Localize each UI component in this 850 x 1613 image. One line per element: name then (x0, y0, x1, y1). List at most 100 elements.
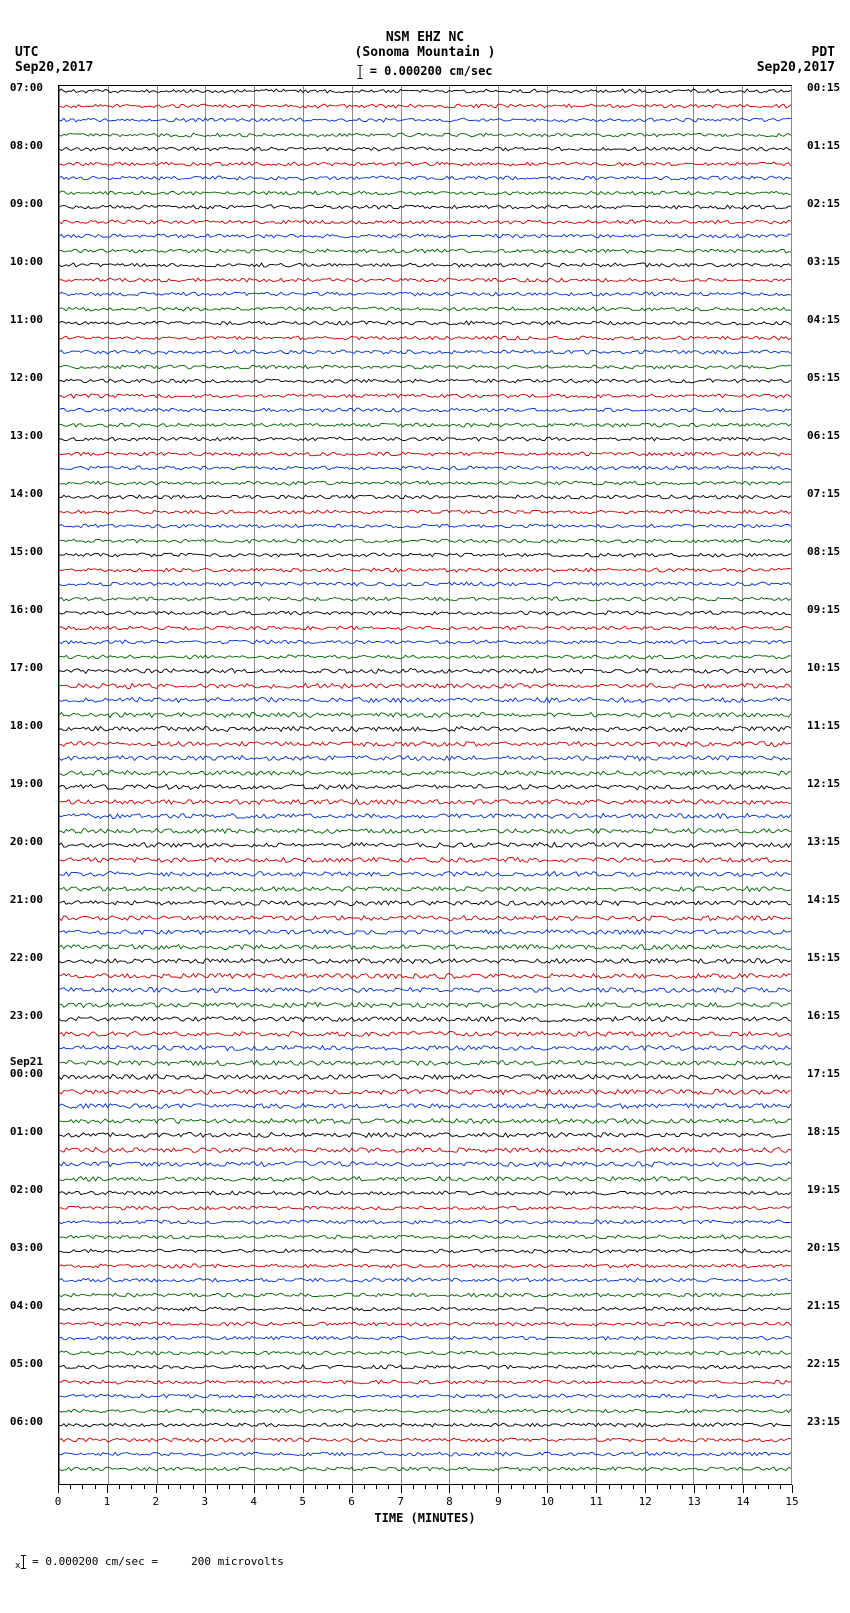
seismic-trace (59, 551, 791, 559)
left-time-label: 12:00 (10, 371, 43, 384)
seismic-trace (59, 1175, 791, 1183)
xtick-label: 5 (299, 1495, 306, 1508)
xtick-minor (339, 1485, 340, 1489)
right-time-label: 21:15 (807, 1299, 840, 1312)
right-time-label: 10:15 (807, 661, 840, 674)
xtick-minor (131, 1485, 132, 1489)
seismic-trace (59, 406, 791, 414)
tz-left: UTC (15, 45, 93, 60)
xtick-minor (168, 1485, 169, 1489)
xtick-label: 2 (153, 1495, 160, 1508)
right-time-label: 14:15 (807, 893, 840, 906)
right-time-label: 18:15 (807, 1125, 840, 1138)
seismic-trace (59, 1247, 791, 1255)
xtick-major (498, 1485, 499, 1493)
seismic-trace (59, 885, 791, 893)
right-time-label: 11:15 (807, 719, 840, 732)
xtick-major (254, 1485, 255, 1493)
left-time-label: 16:00 (10, 603, 43, 616)
right-time-label: 20:15 (807, 1241, 840, 1254)
seismic-trace (59, 1291, 791, 1299)
seismic-trace (59, 595, 791, 603)
header-left: UTC Sep20,2017 (15, 45, 93, 75)
date-left: Sep20,2017 (15, 60, 93, 75)
xtick-label: 0 (55, 1495, 62, 1508)
left-time-label: 18:00 (10, 719, 43, 732)
right-time-label: 08:15 (807, 545, 840, 558)
seismic-trace (59, 928, 791, 936)
right-time-label: 17:15 (807, 1067, 840, 1080)
vgrid-line (645, 86, 646, 1484)
right-time-label: 01:15 (807, 139, 840, 152)
xtick-minor (621, 1485, 622, 1489)
header-right: PDT Sep20,2017 (757, 45, 835, 75)
xtick-minor (719, 1485, 720, 1489)
header-center: NSM EHZ NC (Sonoma Mountain ) = 0.000200… (355, 30, 496, 79)
seismic-trace (59, 174, 791, 182)
seismic-trace (59, 145, 791, 153)
xtick-major (401, 1485, 402, 1493)
xtick-minor (278, 1485, 279, 1489)
right-time-labels: 00:1501:1502:1503:1504:1505:1506:1507:15… (805, 82, 850, 1482)
xtick-minor (535, 1485, 536, 1489)
header: UTC Sep20,2017 NSM EHZ NC (Sonoma Mounta… (10, 10, 840, 85)
seismic-trace (59, 899, 791, 907)
seismic-trace (59, 1117, 791, 1125)
vgrid-line (401, 86, 402, 1484)
seismic-trace (59, 363, 791, 371)
right-time-label: 12:15 (807, 777, 840, 790)
seismic-trace (59, 580, 791, 588)
xtick-minor (119, 1485, 120, 1489)
right-time-label: 04:15 (807, 313, 840, 326)
seismic-trace (59, 841, 791, 849)
vgrid-line (596, 86, 597, 1484)
xtick-label: 7 (397, 1495, 404, 1508)
seismic-trace (59, 102, 791, 110)
seismic-trace (59, 812, 791, 820)
seismic-trace (59, 798, 791, 806)
xtick-minor (315, 1485, 316, 1489)
xtick-minor (437, 1485, 438, 1489)
footer-scale-bar-icon (23, 1555, 24, 1569)
seismic-trace (59, 1160, 791, 1168)
vgrid-line (498, 86, 499, 1484)
seismic-trace (59, 1059, 791, 1067)
xtick-minor (511, 1485, 512, 1489)
right-time-label: 16:15 (807, 1009, 840, 1022)
seismogram-container: UTC Sep20,2017 NSM EHZ NC (Sonoma Mounta… (0, 0, 850, 1581)
xtick-minor (144, 1485, 145, 1489)
seismic-trace (59, 1030, 791, 1038)
seismic-trace (59, 827, 791, 835)
seismic-trace (59, 972, 791, 980)
xtick-major (352, 1485, 353, 1493)
xtick-minor (670, 1485, 671, 1489)
xtick-minor (486, 1485, 487, 1489)
vgrid-line (254, 86, 255, 1484)
right-time-label: 09:15 (807, 603, 840, 616)
seismic-trace (59, 276, 791, 284)
xtick-minor (755, 1485, 756, 1489)
left-time-label: 06:00 (10, 1415, 43, 1428)
right-time-label: 03:15 (807, 255, 840, 268)
date-right: Sep20,2017 (757, 60, 835, 75)
seismic-trace (59, 986, 791, 994)
seismic-trace (59, 653, 791, 661)
xtick-label: 9 (495, 1495, 502, 1508)
vgrid-line (205, 86, 206, 1484)
xtick-label: 3 (201, 1495, 208, 1508)
seismic-trace (59, 1015, 791, 1023)
seismic-trace (59, 638, 791, 646)
xtick-minor (364, 1485, 365, 1489)
x-axis-label: TIME (MINUTES) (374, 1511, 475, 1525)
seismic-trace (59, 740, 791, 748)
xtick-minor (413, 1485, 414, 1489)
scale-indicator: = 0.000200 cm/sec (355, 64, 496, 79)
plot-area (58, 85, 792, 1485)
xtick-minor (609, 1485, 610, 1489)
right-time-label: 00:15 (807, 81, 840, 94)
seismic-trace (59, 348, 791, 356)
seismic-trace (59, 131, 791, 139)
seismic-trace (59, 914, 791, 922)
left-time-label: 04:00 (10, 1299, 43, 1312)
xtick-minor (217, 1485, 218, 1489)
